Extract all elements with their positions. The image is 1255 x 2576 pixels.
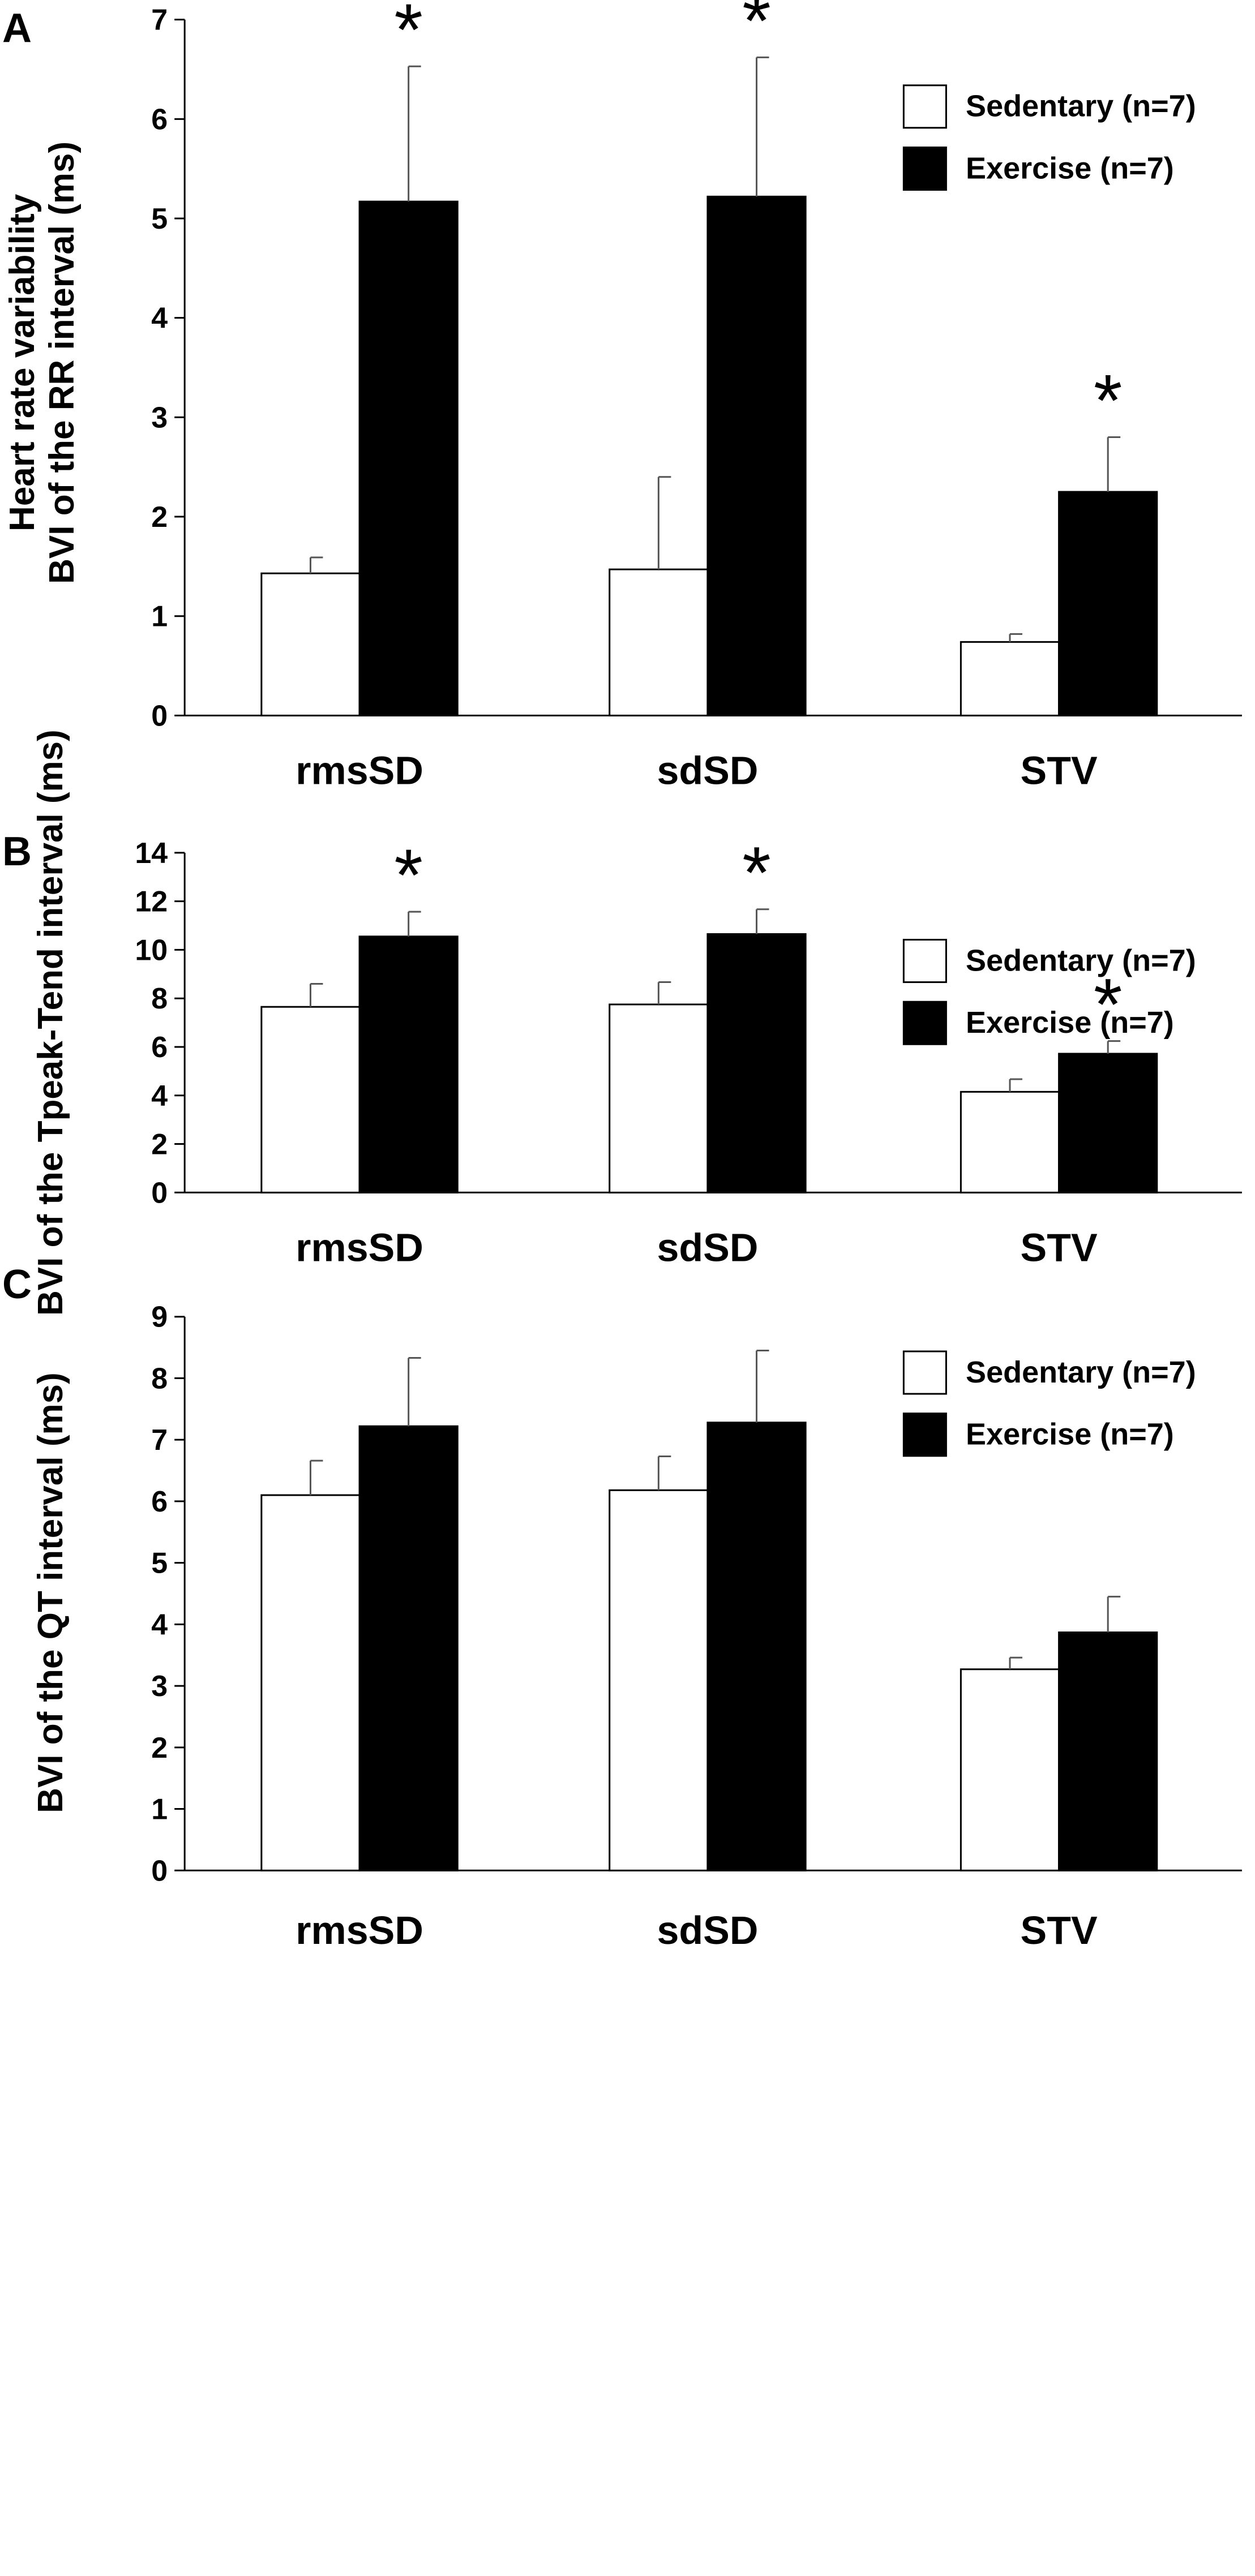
y-tick-label: 0 [151, 1854, 168, 1887]
panel-letter: A [2, 6, 32, 51]
y-tick-label: 0 [151, 1177, 168, 1209]
category-label: sdSD [657, 1226, 758, 1270]
y-tick-label: 2 [151, 501, 168, 534]
panel-c: C 0 1 2 3 4 5 6 7 8 9 BVI of the QT interval (ms) rm… [2, 1262, 1242, 1952]
y-tick-label: 4 [151, 302, 168, 335]
y-tick-label: 10 [135, 934, 168, 967]
category-label: STV [1021, 1226, 1098, 1270]
category-label: rmsSD [295, 1226, 423, 1270]
y-tick-label: 0 [151, 699, 168, 732]
legend-swatch-sedentary [902, 1350, 947, 1395]
bar-rmssd-sedentary [260, 572, 361, 716]
y-tick-label: 8 [151, 1362, 168, 1395]
y-tick-label: 3 [151, 401, 168, 434]
significance-marker: * [1094, 963, 1123, 1046]
legend-label: Sedentary (n=7) [966, 89, 1196, 123]
legend-label: Exercise (n=7) [966, 1418, 1174, 1452]
legend-swatch-exercise [902, 1412, 947, 1457]
bar-stv-sedentary [960, 1090, 1060, 1193]
bar-rmssd-exercise [358, 200, 459, 716]
legend-swatch-sedentary [902, 939, 947, 984]
y-tick-label: 14 [135, 837, 168, 870]
bar-rmssd-sedentary [260, 1006, 361, 1193]
bar-rmssd-exercise [358, 935, 459, 1193]
panel-letter: C [2, 1262, 32, 1307]
y-tick-label: 1 [151, 600, 168, 633]
panel-b: B 0 2 4 6 8 10 12 14 BVI of the Tpeak-Tend interv… [2, 729, 1242, 1316]
y-tick-label: 5 [151, 203, 168, 235]
y-tick-label: 4 [151, 1608, 168, 1641]
panel-a: A 0 1 2 3 4 5 6 7 Heart rate variability BVI of th… [2, 0, 1242, 793]
y-tick-label: 7 [151, 4, 168, 37]
category-label: sdSD [657, 1908, 758, 1952]
bar-stv-exercise [1058, 1053, 1158, 1193]
y-tick-label: 6 [151, 1486, 168, 1518]
y-tick-label: 2 [151, 1732, 168, 1764]
legend-swatch-exercise [902, 1001, 947, 1045]
legend-label: Exercise (n=7) [966, 1006, 1174, 1040]
panel-letter: B [2, 829, 32, 874]
y-tick-label: 3 [151, 1670, 168, 1703]
bar-sdsd-exercise [706, 195, 807, 716]
bar-sdsd-exercise [706, 1422, 807, 1871]
y-tick-label: 5 [151, 1547, 168, 1580]
significance-marker: * [394, 0, 423, 71]
y-tick-label: 12 [135, 886, 168, 918]
y-axis-title: BVI of the QT interval (ms) [31, 1372, 70, 1813]
legend-label: Sedentary (n=7) [966, 943, 1196, 977]
significance-marker: * [742, 0, 771, 62]
bar-rmssd-exercise [358, 1425, 459, 1871]
y-tick-label: 1 [151, 1793, 168, 1826]
category-label: sdSD [657, 749, 758, 793]
bar-stv-sedentary [960, 641, 1060, 716]
y-tick-label: 6 [151, 103, 168, 136]
y-tick-label: 2 [151, 1128, 168, 1161]
y-tick-label: 7 [151, 1424, 168, 1457]
category-label: rmsSD [295, 749, 423, 793]
y-tick-label: 8 [151, 982, 168, 1015]
bar-rmssd-sedentary [260, 1494, 361, 1871]
bar-stv-exercise [1058, 491, 1158, 716]
category-label: STV [1021, 749, 1098, 793]
y-axis-title: Heart rate variability [3, 194, 42, 531]
y-tick-label: 4 [151, 1080, 168, 1113]
y-axis-title: BVI of the RR interval (ms) [42, 141, 82, 584]
bar-sdsd-exercise [706, 933, 807, 1193]
bar-sdsd-sedentary [609, 1489, 709, 1871]
y-tick-label: 6 [151, 1031, 168, 1064]
y-axis-title: BVI of the Tpeak-Tend interval (ms) [31, 729, 70, 1316]
category-label: STV [1021, 1908, 1098, 1952]
legend-label: Exercise (n=7) [966, 151, 1174, 185]
bar-stv-exercise [1058, 1631, 1158, 1871]
bar-stv-sedentary [960, 1668, 1060, 1871]
y-tick-label: 9 [151, 1301, 168, 1334]
significance-marker: * [742, 831, 771, 914]
legend-swatch-exercise [902, 146, 947, 191]
significance-marker: * [1094, 359, 1123, 441]
legend-swatch-sedentary [902, 84, 947, 129]
significance-marker: * [394, 834, 423, 916]
bar-sdsd-sedentary [609, 568, 709, 716]
category-label: rmsSD [295, 1908, 423, 1952]
bar-sdsd-sedentary [609, 1003, 709, 1193]
legend-label: Sedentary (n=7) [966, 1355, 1196, 1389]
